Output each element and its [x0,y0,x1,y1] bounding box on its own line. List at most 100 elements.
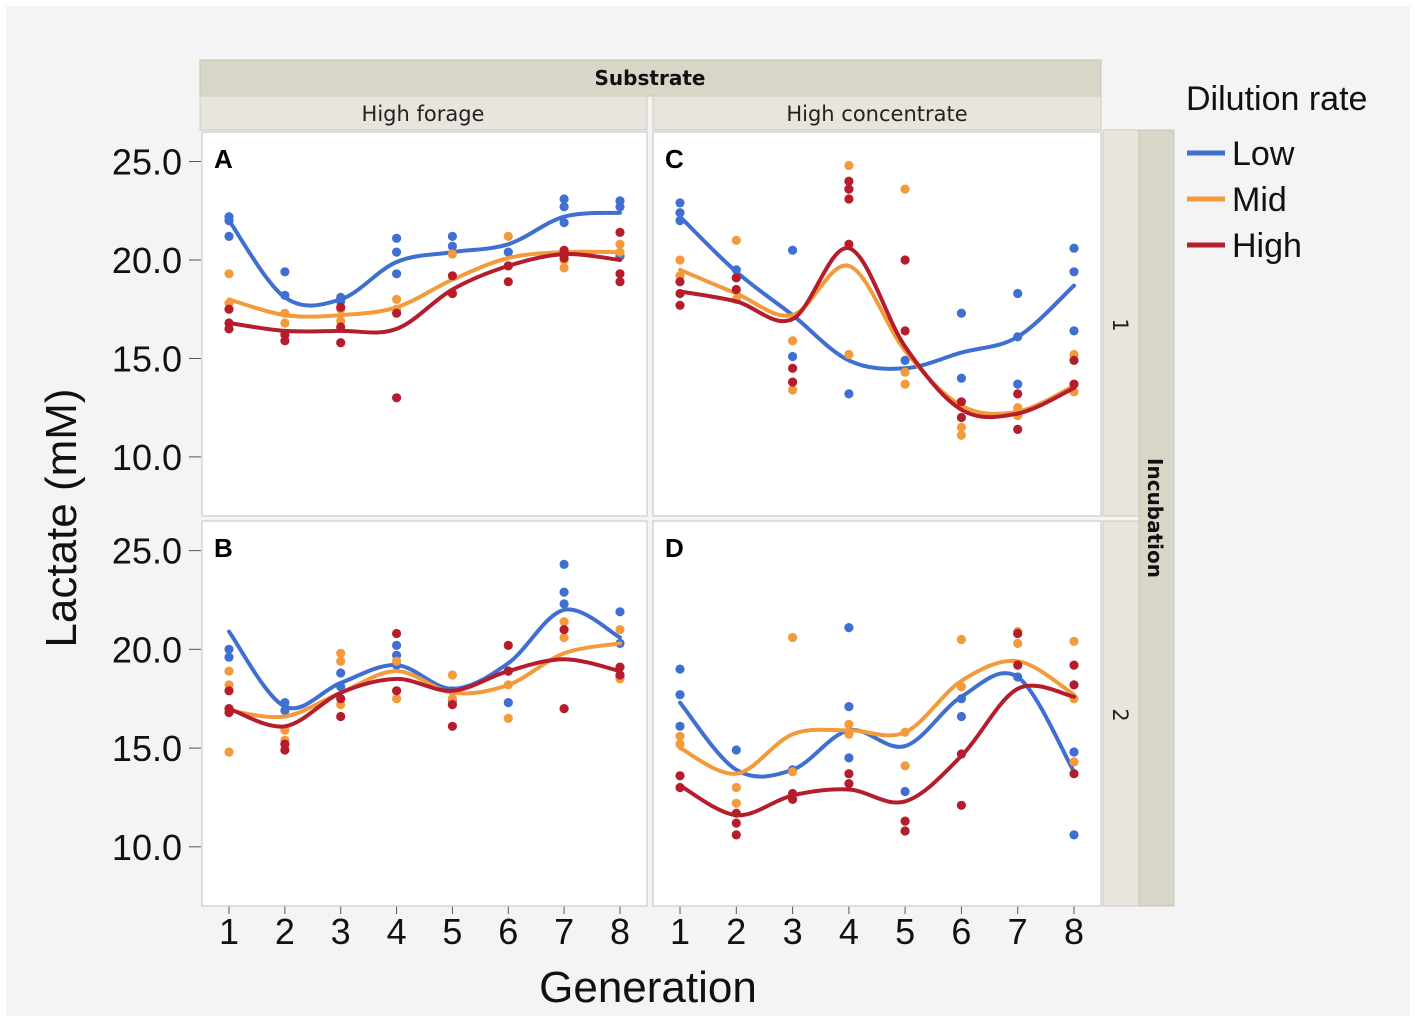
data-point-high [900,326,910,336]
x-tick-label: 3 [783,911,803,952]
data-point-high [844,779,854,789]
data-point-low [224,652,234,662]
data-point-low [844,702,854,712]
data-point-low [392,233,402,243]
data-point-high [1069,680,1079,690]
fit-curve-low [678,671,1076,779]
series-low-panel-D [675,623,1079,840]
fit-curve-mid [227,641,622,720]
fit-curve-high [227,657,622,729]
data-point-low [392,269,402,279]
strip-high-concentrate-label: High concentrate [786,102,967,126]
data-point-low [559,194,569,204]
data-point-high [1013,389,1023,399]
data-point-high [675,277,685,287]
data-point-low [844,623,854,633]
x-tick-label: 4 [839,911,859,952]
incubation-strip [1138,129,1175,907]
data-point-high [336,694,346,704]
data-point-high [731,830,741,840]
data-point-high [224,686,234,696]
series-low-panel-C [675,198,1079,399]
y-axis-row-2: 10.0 15.0 20.0 25.0 [112,531,201,868]
panel-D-background [652,520,1102,907]
data-point-mid [224,269,234,279]
y-tick-label: 10.0 [112,827,182,868]
data-point-mid [615,625,625,635]
data-point-mid [900,761,910,771]
data-point-mid [844,160,854,171]
data-point-low [1069,747,1079,757]
strip-incubation-1 [1102,129,1140,517]
x-tick-label: 2 [275,911,295,952]
data-point-high [503,640,513,651]
data-point-mid [1069,636,1079,647]
data-point-mid [675,255,685,265]
data-point-high [1069,355,1079,365]
data-point-low [1069,243,1079,253]
data-point-high [731,818,741,828]
data-point-mid [392,656,402,666]
data-point-high [1069,379,1079,389]
data-point-mid [447,249,457,259]
data-point-high [844,176,854,186]
data-point-low [559,599,569,609]
fit-curve-mid [678,658,1076,776]
data-point-high [447,271,457,281]
data-point-high [559,704,569,714]
data-point-low [224,231,234,241]
data-point-high [503,277,513,287]
series-high-panel-B [224,625,625,755]
data-point-mid [900,367,910,377]
data-point-high [900,826,910,836]
data-point-high [731,284,741,295]
substrate-strip-label: Substrate [595,66,706,90]
x-tick-label: 7 [554,911,574,952]
data-point-high [900,816,910,826]
legend-label-low: Low [1232,135,1295,173]
data-point-high [559,625,569,635]
data-point-low [559,202,569,212]
data-point-low [788,351,798,362]
y-tick-label: 20.0 [112,240,182,281]
data-point-low [1013,379,1023,389]
data-point-high [1013,660,1023,670]
data-point-high [956,412,967,423]
data-point-mid [731,798,741,808]
y-tick-label: 25.0 [112,142,182,183]
panel-A-letter: A [214,144,233,174]
data-point-low [559,559,569,570]
series-high-panel-C [675,176,1079,434]
data-point-low [559,218,569,228]
panel-D: D [652,520,1102,907]
data-point-mid [844,349,854,360]
x-tick-label: 4 [387,911,407,952]
x-tick-label: 8 [1064,911,1084,952]
fit-curve-low [227,210,622,308]
data-point-mid [956,430,967,440]
data-point-high [844,184,854,194]
data-point-low [844,753,854,763]
data-point-mid [503,231,513,241]
panel-B: B [201,520,648,907]
data-point-mid [392,294,402,304]
data-point-mid [615,239,625,249]
x-tick-label: 6 [951,911,971,952]
data-point-high [224,324,234,334]
data-point-high [615,227,625,237]
x-tick-label: 7 [1008,911,1028,952]
y-tick-label: 10.0 [112,437,182,478]
data-point-low [900,786,910,797]
data-point-low [447,241,457,251]
panel-A-background [201,131,648,517]
data-point-mid [280,318,290,328]
data-point-mid [675,731,685,741]
data-point-high [336,302,346,312]
x-tick-label: 5 [442,911,462,952]
data-point-low [615,607,625,617]
data-point-high [1069,660,1079,670]
data-point-high [675,300,685,310]
data-point-mid [336,656,346,666]
